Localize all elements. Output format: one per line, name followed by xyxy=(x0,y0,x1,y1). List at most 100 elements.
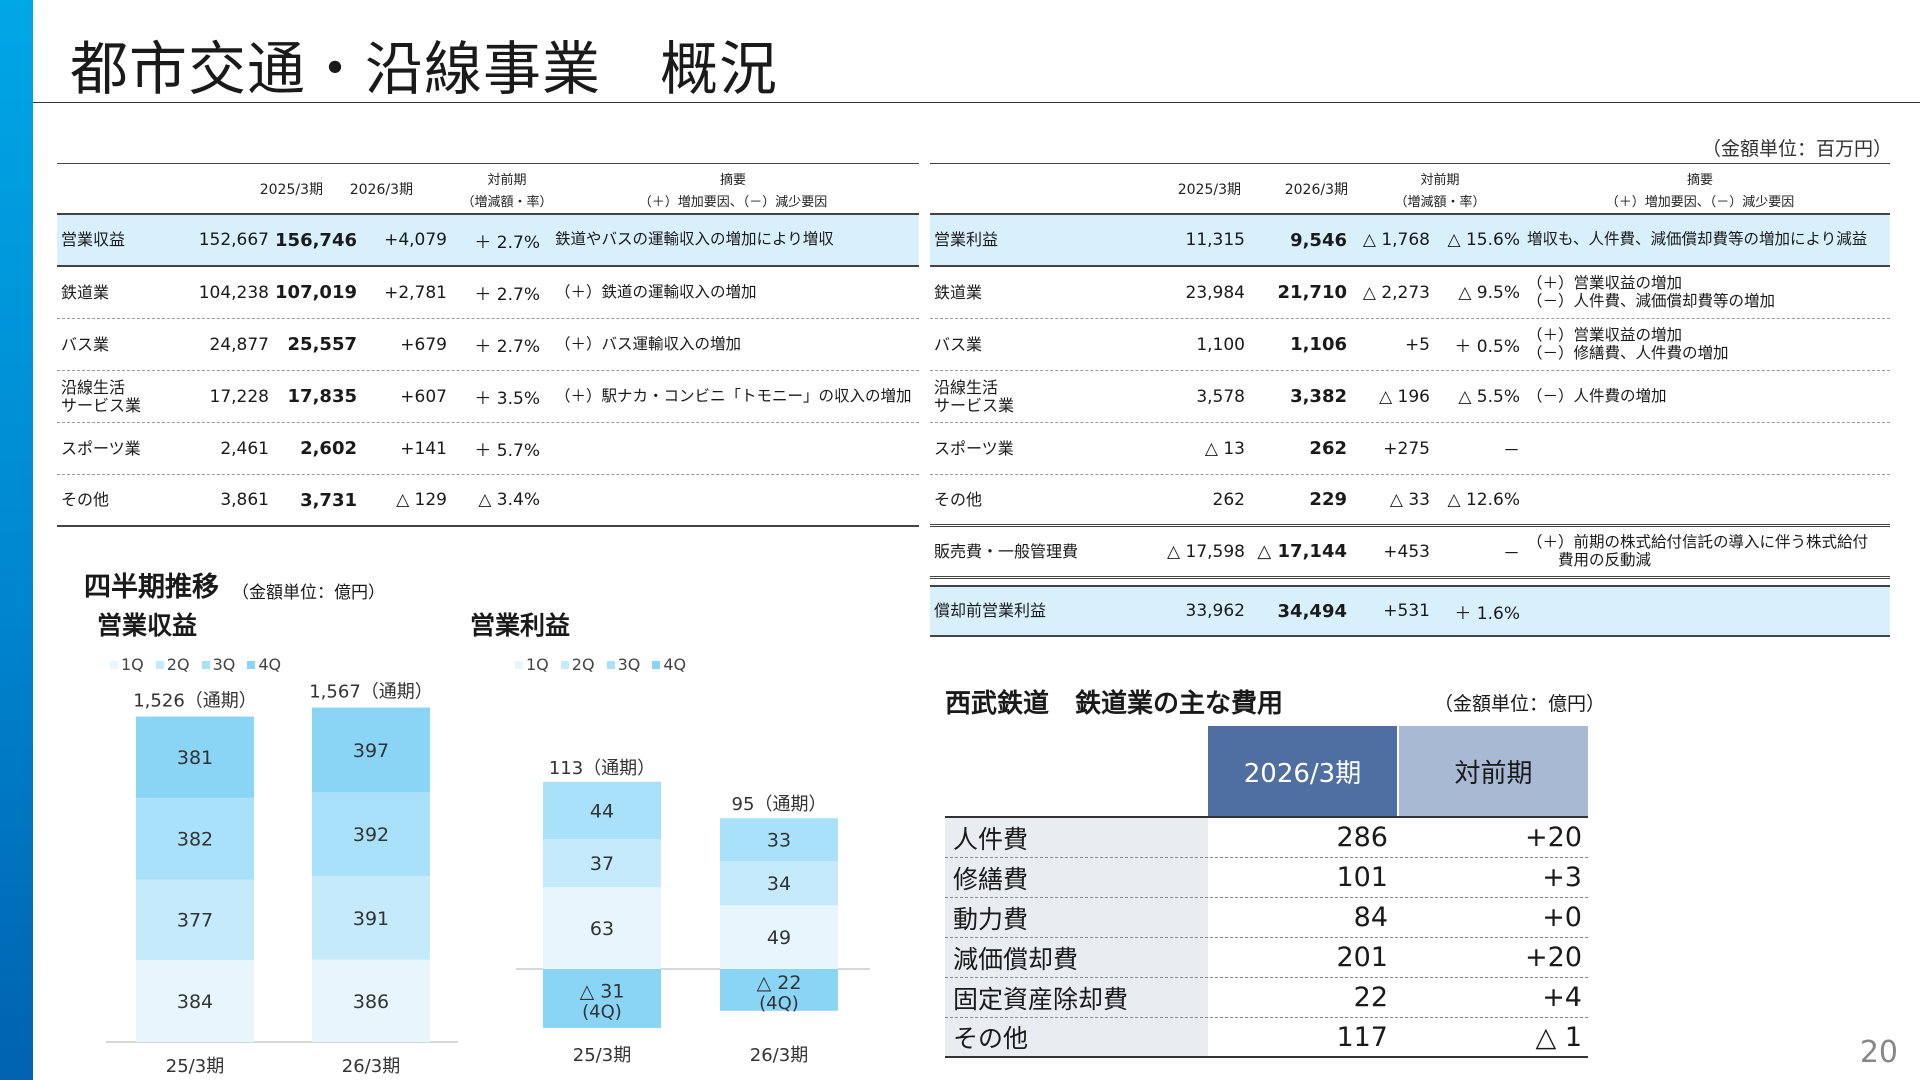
table-row: 鉄道業 104,238 107,019 +2,781 ＋ 2.7% （＋）鉄道の運輸収入の… xyxy=(57,267,919,319)
table-row: 営業収益 152,667 156,746 +4,079 ＋ 2.7% 鉄道やバスの運輸収入… xyxy=(57,215,919,267)
bar-value-label: △ 31 xyxy=(580,980,625,1002)
bar-value-label: 381 xyxy=(177,747,213,769)
cost-header-current: 2026/3期 xyxy=(1208,726,1397,816)
row-label: 営業利益 xyxy=(934,230,999,250)
cell-prev: 104,238 xyxy=(198,282,269,303)
cost-header-yoy: 対前期 xyxy=(1399,726,1588,816)
note-line-1: （＋）鉄道の運輸収入の増加 xyxy=(555,282,757,301)
cost-value: 101 xyxy=(1336,862,1388,893)
cell-curr: 21,710 xyxy=(1277,282,1347,303)
cell-prev: 2,461 xyxy=(220,438,269,459)
bar-value-label: 397 xyxy=(353,740,389,762)
header-note-top: 摘要 xyxy=(1686,172,1713,188)
cell-prev: 1,100 xyxy=(1196,334,1245,355)
cost-row: 動力費 84 +0 xyxy=(945,898,1588,938)
cell-prev: △ 13 xyxy=(1204,438,1245,459)
cost-value: 22 xyxy=(1353,982,1388,1013)
note-line-1: （＋）バス運輸収入の増加 xyxy=(555,334,742,353)
cell-diff: +607 xyxy=(400,386,447,407)
profit-table: 2025/3期 2026/3期 対前期 （増減額・率） 摘要 （＋）増加要因、（… xyxy=(930,163,1890,638)
cell-rate: △ 9.5% xyxy=(1458,282,1520,303)
bar-segment xyxy=(720,861,838,906)
legend-swatch-1q xyxy=(515,660,523,669)
header-note: 摘要 （＋）増加要因、（－）減少要因 xyxy=(547,163,919,215)
header-yoy-top: 対前期 xyxy=(487,172,527,188)
note-line-2: （－）人件費、減価償却費等の増加 xyxy=(1527,291,1776,310)
bar-segment xyxy=(312,876,430,960)
cell-prev: 17,228 xyxy=(209,386,269,407)
cell-rate: ＋ 2.7% xyxy=(474,337,540,357)
row-label: 営業収益 xyxy=(61,230,126,250)
cell-prev: 33,962 xyxy=(1185,601,1245,621)
cell-curr: 17,835 xyxy=(287,386,357,407)
table-row: スポーツ業 △ 13 262 +275 － xyxy=(930,423,1890,475)
cell-diff: +453 xyxy=(1383,541,1430,562)
revenue-table-header: 2025/3期 2026/3期 対前期 （増減額・率） 摘要 （＋）増加要因、（… xyxy=(57,163,919,215)
bar-value-label: 392 xyxy=(353,824,389,846)
bar-segment xyxy=(543,781,661,839)
cost-row: 修繕費 101 +3 xyxy=(945,858,1588,898)
legend-swatch-2q xyxy=(560,660,569,669)
row-label: 鉄道業 xyxy=(934,282,983,302)
bar-sub-label: (4Q) xyxy=(759,993,799,1014)
bar-value-label: 386 xyxy=(353,991,389,1013)
table-row: その他 262 229 △ 33 △ 12.6% xyxy=(930,475,1890,527)
cell-note: 増収も、人件費、減価償却費等の増加により減益 xyxy=(1527,215,1890,265)
bar-value-label: 44 xyxy=(590,800,614,822)
cost-label: 固定資産除却費 xyxy=(945,978,1208,1017)
profit-legend: 1Q 2Q 3Q 4Q xyxy=(515,655,686,674)
header-curr: 2026/3期 xyxy=(1284,182,1348,198)
cost-diff: △ 1 xyxy=(1535,1021,1582,1053)
bar-sub-label: (4Q) xyxy=(582,1001,622,1022)
bar-value-label: △ 22 xyxy=(757,972,802,994)
table-row: 償却前営業利益 33,962 34,494 +531 ＋ 1.6% xyxy=(930,585,1890,637)
legend-2q: 2Q xyxy=(560,655,595,674)
header-yoy-top: 対前期 xyxy=(1420,172,1460,188)
header-note-bottom: （＋）増加要因、（－）減少要因 xyxy=(638,194,828,210)
cell-rate: ＋ 1.6% xyxy=(1454,603,1520,624)
cost-label: 動力費 xyxy=(945,898,1208,937)
note-line-1: 増収も、人件費、減価償却費等の増加により減益 xyxy=(1527,230,1868,249)
quarterly-title: 四半期推移 xyxy=(84,572,219,603)
cell-curr: 156,746 xyxy=(275,229,357,251)
bar-value-label: 382 xyxy=(177,829,213,851)
row-label: スポーツ業 xyxy=(934,438,1014,458)
cost-row: 固定資産除却費 22 +4 xyxy=(945,978,1588,1018)
cell-note: （＋）営業収益の増加 （－）修繕費、人件費の増加 xyxy=(1527,319,1890,370)
row-label: 販売費・一般管理費 xyxy=(934,541,1079,561)
cell-note xyxy=(1527,587,1890,635)
cell-note: （＋）前期の株式給付信託の導入に伴う株式給付 費用の反動減 xyxy=(1527,527,1890,576)
cell-curr: 229 xyxy=(1309,489,1347,510)
cost-diff: +3 xyxy=(1542,862,1582,893)
row-label: その他 xyxy=(934,489,983,509)
total-label: 95（通期） xyxy=(732,794,827,815)
cell-prev: 11,315 xyxy=(1185,230,1245,250)
cell-diff: +4,079 xyxy=(384,230,447,250)
cell-note: 鉄道やバスの運輸収入の増加により増収 xyxy=(555,215,919,265)
cell-rate: ＋ 2.7% xyxy=(474,285,540,305)
cost-diff: +0 xyxy=(1542,902,1582,933)
cell-curr: 9,546 xyxy=(1290,229,1347,251)
note-line-1: 鉄道やバスの運輸収入の増加により増収 xyxy=(555,230,834,249)
cost-label: 修繕費 xyxy=(945,858,1208,897)
cost-diff: +4 xyxy=(1542,982,1582,1013)
cell-diff: +141 xyxy=(400,438,447,459)
bar-segment-negative xyxy=(543,969,661,1028)
cost-value: 201 xyxy=(1336,942,1388,973)
revenue-table: 2025/3期 2026/3期 対前期 （増減額・率） 摘要 （＋）増加要因、（… xyxy=(57,163,919,527)
legend-swatch-1q xyxy=(110,660,118,669)
bar-value-label: 37 xyxy=(590,853,614,875)
legend-4q: 4Q xyxy=(652,655,686,674)
bar-value-label: 33 xyxy=(767,830,791,852)
cost-row: その他 117 △ 1 xyxy=(945,1018,1588,1058)
legend-4q: 4Q xyxy=(247,655,281,674)
header-yoy-bottom: （増減額・率） xyxy=(461,194,553,210)
legend-3q: 3Q xyxy=(201,655,235,674)
note-line-1: （－）人件費の増加 xyxy=(1527,386,1667,405)
cell-note xyxy=(1527,423,1890,474)
cell-curr: 25,557 xyxy=(287,334,357,355)
cell-prev: 3,861 xyxy=(220,490,269,510)
note-line-1: （＋）営業収益の増加 xyxy=(1527,325,1683,344)
cost-value: 84 xyxy=(1353,902,1388,933)
cell-diff: +679 xyxy=(400,334,447,355)
